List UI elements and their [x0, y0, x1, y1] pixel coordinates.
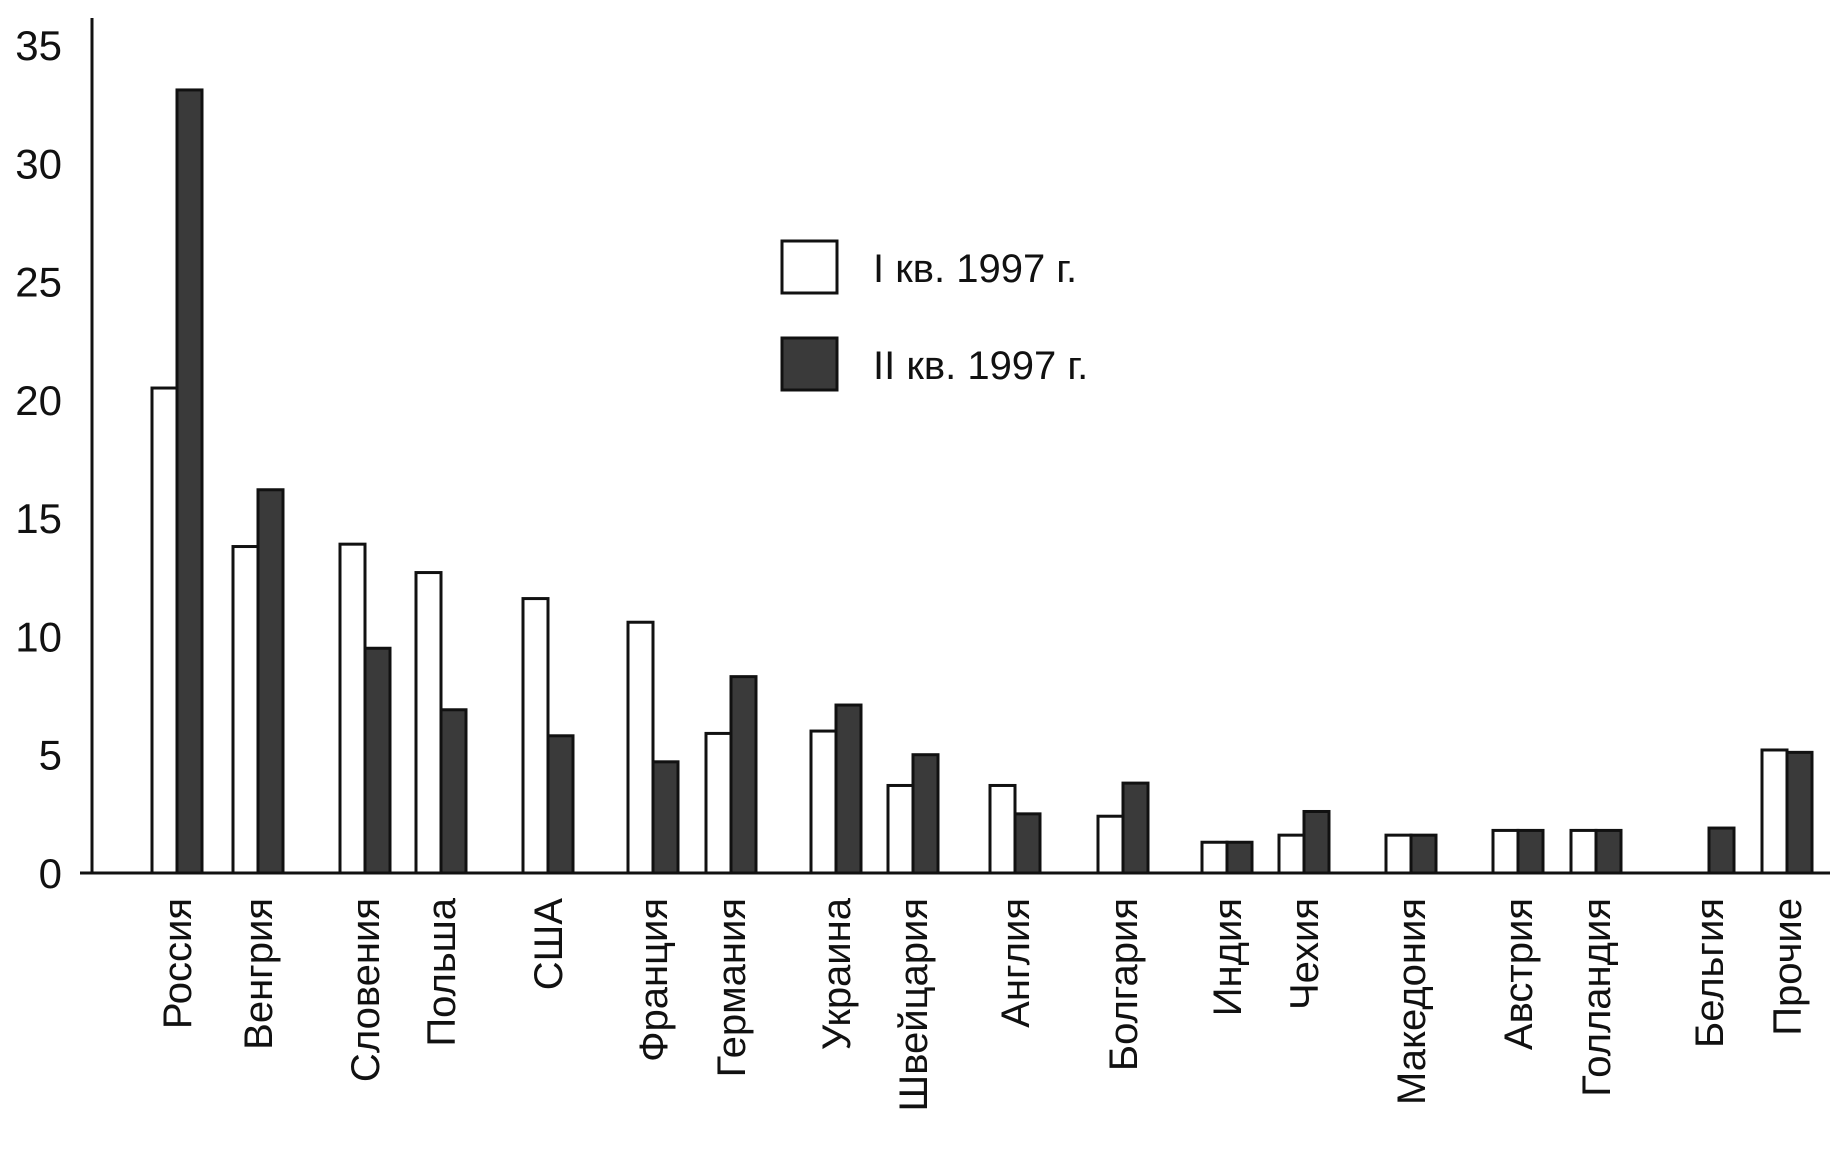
- bar-q1-1: [231, 545, 260, 875]
- y-tick-label: 10: [15, 613, 62, 660]
- category-label: Украина: [815, 897, 859, 1050]
- category-label: Германия: [710, 898, 754, 1077]
- category-label: Македония: [1390, 898, 1434, 1105]
- category-label: Англия: [994, 898, 1038, 1028]
- bar-q1-5: [626, 620, 655, 875]
- bar-q2-9: [1013, 812, 1042, 875]
- category-label: Голландия: [1575, 898, 1619, 1097]
- bar-q1-3: [414, 571, 443, 875]
- bar-q2-12: [1302, 809, 1331, 875]
- bar-q2-7: [834, 703, 863, 875]
- category-label: Венгрия: [237, 898, 281, 1050]
- bar-q2-0: [175, 88, 204, 875]
- legend-swatch-q1: [780, 239, 839, 295]
- bar-q1-8: [886, 783, 915, 875]
- bar-q2-1: [256, 488, 285, 875]
- bar-q1-7: [809, 729, 838, 875]
- y-tick-label: 35: [15, 22, 62, 69]
- category-label: Франция: [632, 898, 676, 1062]
- category-label: Словения: [344, 898, 388, 1082]
- bar-q2-17: [1785, 750, 1814, 875]
- legend-swatch-q2: [780, 336, 839, 392]
- bar-q2-4: [546, 734, 575, 875]
- category-label: Индия: [1206, 898, 1250, 1016]
- category-label: Австрия: [1497, 898, 1541, 1050]
- bar-q1-9: [988, 783, 1017, 875]
- y-tick-label: 25: [15, 259, 62, 306]
- y-tick-label: 15: [15, 495, 62, 542]
- bar-q1-17: [1760, 748, 1789, 875]
- bar-q2-8: [911, 753, 940, 875]
- bar-q1-10: [1096, 814, 1125, 875]
- category-label: Бельгия: [1688, 898, 1732, 1048]
- bar-q2-15: [1594, 828, 1623, 875]
- category-label: Чехия: [1283, 898, 1327, 1010]
- category-label: США: [527, 898, 571, 991]
- category-label: Болгария: [1102, 898, 1146, 1071]
- x-axis-category-labels: Россия Венгрия Словения Польша США Франция Гер…: [156, 897, 1810, 1111]
- bar-q2-16: [1707, 826, 1736, 875]
- bar-q2-13: [1409, 833, 1438, 875]
- category-label: Польша: [420, 897, 464, 1046]
- y-axis-ticks: 0 5 10 15 20 25 30 35: [15, 22, 62, 897]
- y-tick-label: 20: [15, 377, 62, 424]
- bars: [150, 88, 1814, 875]
- y-tick-label: 0: [39, 850, 62, 897]
- category-label: Швейцария: [892, 898, 936, 1111]
- category-label: Прочие: [1766, 898, 1810, 1036]
- bar-q1-6: [704, 731, 733, 875]
- category-label: Россия: [156, 898, 200, 1029]
- bar-q1-13: [1384, 833, 1413, 875]
- legend: I кв. 1997 г. II кв. 1997 г.: [780, 239, 1088, 392]
- bar-q1-12: [1277, 833, 1306, 875]
- bar-q1-15: [1569, 828, 1598, 875]
- bar-q2-6: [729, 675, 758, 875]
- bar-q1-14: [1491, 828, 1520, 875]
- bar-q2-3: [439, 708, 468, 875]
- y-tick-label: 5: [39, 732, 62, 779]
- bar-q1-11: [1200, 840, 1229, 875]
- legend-label-q1: I кв. 1997 г.: [873, 247, 1077, 291]
- bar-q1-0: [150, 386, 179, 875]
- bar-q2-5: [651, 760, 680, 875]
- bar-q2-11: [1225, 840, 1254, 875]
- legend-label-q2: II кв. 1997 г.: [873, 344, 1088, 388]
- bar-q2-2: [363, 646, 392, 875]
- bar-q1-4: [521, 597, 550, 875]
- y-tick-label: 30: [15, 140, 62, 187]
- bar-q2-10: [1121, 781, 1150, 875]
- bar-q1-2: [338, 542, 367, 875]
- bar-q2-14: [1516, 828, 1545, 875]
